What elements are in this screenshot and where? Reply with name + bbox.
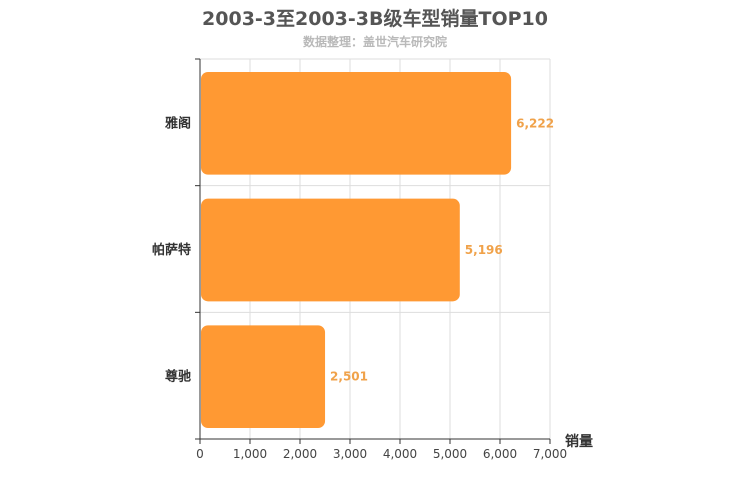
category-label: 帕萨特	[152, 242, 191, 258]
x-tick-label: 6,000	[483, 447, 517, 461]
chart-subtitle: 数据整理：盖世汽车研究院	[302, 35, 447, 49]
category-label: 尊驰	[165, 369, 191, 385]
x-tick-label: 2,000	[283, 447, 317, 461]
labels: 6,222 雅阁 5,196 帕萨特 2,501 尊驰 0 1,000 2,000 3,000 4,…	[152, 115, 567, 461]
x-axis-title: 销量	[565, 433, 593, 450]
bars	[201, 72, 512, 428]
x-tick-label: 7,000	[533, 447, 567, 461]
x-tick-label: 4,000	[383, 447, 417, 461]
x-tick-label: 0	[196, 447, 204, 461]
bar-3	[201, 325, 326, 428]
x-tick-label: 1,000	[233, 447, 267, 461]
axes	[195, 58, 551, 444]
bar-2	[201, 198, 460, 302]
value-label: 5,196	[465, 243, 503, 257]
bar-1	[201, 72, 512, 175]
category-label: 雅阁	[165, 115, 191, 131]
value-label: 6,222	[516, 116, 554, 130]
x-tick-label: 3,000	[333, 447, 367, 461]
value-label: 2,501	[330, 370, 368, 384]
chart-title: 2003-3至2003-3B级车型销量TOP10	[202, 8, 548, 30]
x-tick-label: 5,000	[433, 447, 467, 461]
